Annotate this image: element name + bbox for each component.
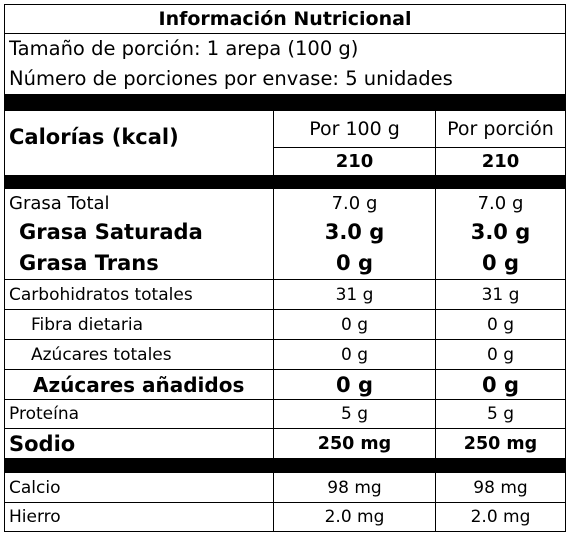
nutrition-facts-label: Información Nutricional Tamaño de porció… (4, 4, 566, 532)
mineral-row: Hierro 2.0 mg 2.0 mg (5, 503, 565, 531)
nutrient-row: Grasa Trans 0 g 0 g (5, 247, 565, 279)
nutrient-per-serving: 0 g (482, 251, 519, 275)
column-divider (273, 310, 274, 339)
thick-divider (5, 458, 565, 473)
nutrient-row: Carbohidratos totales 31 g 31 g (5, 280, 565, 309)
title-row: Información Nutricional (5, 5, 565, 33)
nutrient-per-serving: 0 g (486, 344, 514, 365)
nutrient-row: Azúcares totales 0 g 0 g (5, 340, 565, 369)
mineral-label: Calcio (9, 477, 61, 498)
servings-per-container-row: Número de porciones por envase: 5 unidad… (5, 63, 565, 93)
column-divider (435, 400, 436, 428)
mineral-row: Calcio 98 mg 98 mg (5, 473, 565, 502)
calories-per-serving: 210 (481, 151, 520, 172)
column-divider (435, 370, 436, 399)
divider (5, 428, 565, 429)
column-divider (435, 111, 436, 176)
divider (5, 279, 565, 280)
nutrient-label: Azúcares totales (31, 344, 172, 365)
label-title: Información Nutricional (158, 8, 412, 30)
divider (5, 399, 565, 400)
nutrient-label: Proteína (9, 404, 80, 424)
calories-per-100g: 210 (335, 151, 374, 172)
mineral-per-100g: 2.0 mg (324, 507, 385, 527)
column-divider (273, 370, 274, 399)
servings-per-container-text: Número de porciones por envase: 5 unidad… (9, 66, 453, 90)
nutrient-per-100g: 0 g (336, 251, 373, 275)
column-divider (435, 280, 436, 309)
nutrient-row: Proteína 5 g 5 g (5, 400, 565, 428)
nutrient-label: Grasa Trans (19, 251, 159, 275)
nutrient-per-100g: 5 g (340, 404, 368, 424)
mineral-per-serving: 98 mg (473, 477, 528, 498)
thick-divider (5, 175, 565, 189)
column-divider (273, 247, 274, 279)
nutrient-per-100g: 0 g (336, 372, 373, 397)
column-divider (435, 429, 436, 458)
calories-block: Calorías (kcal) Por 100 g Por porción 21… (5, 111, 565, 184)
column-divider (273, 111, 274, 176)
mineral-per-100g: 98 mg (327, 477, 382, 498)
column-divider (435, 473, 436, 502)
nutrient-row: Grasa Total 7.0 g 7.0 g (5, 189, 565, 217)
column-divider (435, 310, 436, 339)
column-divider (435, 217, 436, 247)
nutrient-per-100g: 0 g (340, 344, 368, 365)
per-serving-header: Por porción (447, 118, 554, 140)
nutrient-label: Grasa Total (9, 192, 110, 214)
nutrient-label: Sodio (9, 431, 76, 456)
divider (5, 33, 565, 34)
column-divider (273, 340, 274, 369)
nutrient-per-100g: 250 mg (317, 433, 392, 454)
column-divider (273, 400, 274, 428)
nutrient-row: Fibra dietaria 0 g 0 g (5, 310, 565, 339)
nutrient-per-100g: 7.0 g (331, 192, 378, 214)
nutrient-label: Fibra dietaria (31, 314, 144, 335)
nutrient-per-serving: 3.0 g (470, 220, 531, 244)
column-divider (435, 247, 436, 279)
nutrient-per-100g: 31 g (335, 284, 374, 305)
column-divider (435, 503, 436, 531)
mineral-label: Hierro (9, 507, 61, 527)
thick-divider (5, 94, 565, 111)
column-divider (435, 340, 436, 369)
nutrient-per-serving: 0 g (482, 372, 519, 397)
nutrient-row: Sodio 250 mg 250 mg (5, 429, 565, 458)
serving-size-row: Tamaño de porción: 1 arepa (100 g) (5, 34, 565, 63)
nutrient-row: Grasa Saturada 3.0 g 3.0 g (5, 217, 565, 247)
column-divider (273, 429, 274, 458)
nutrient-per-serving: 250 mg (463, 433, 538, 454)
nutrient-row: Azúcares añadidos 0 g 0 g (5, 370, 565, 399)
divider (273, 147, 565, 148)
column-divider (273, 189, 274, 217)
nutrient-per-serving: 7.0 g (477, 192, 524, 214)
nutrient-per-100g: 3.0 g (324, 220, 385, 244)
column-divider (273, 473, 274, 502)
column-divider (273, 217, 274, 247)
nutrient-label: Carbohidratos totales (9, 284, 193, 305)
divider (5, 502, 565, 503)
serving-size-text: Tamaño de porción: 1 arepa (100 g) (9, 37, 359, 60)
nutrient-label: Azúcares añadidos (33, 372, 245, 397)
column-divider (273, 280, 274, 309)
divider (5, 309, 565, 310)
nutrient-label: Grasa Saturada (19, 220, 203, 244)
nutrient-per-serving: 31 g (481, 284, 520, 305)
nutrient-per-100g: 0 g (340, 314, 368, 335)
nutrient-per-serving: 0 g (486, 314, 514, 335)
column-divider (273, 503, 274, 531)
column-divider (435, 189, 436, 217)
per-100g-header: Por 100 g (309, 118, 400, 140)
calories-label: Calorías (kcal) (9, 125, 179, 149)
nutrient-per-serving: 5 g (486, 404, 514, 424)
mineral-per-serving: 2.0 mg (470, 507, 531, 527)
divider (5, 339, 565, 340)
divider (5, 369, 565, 370)
